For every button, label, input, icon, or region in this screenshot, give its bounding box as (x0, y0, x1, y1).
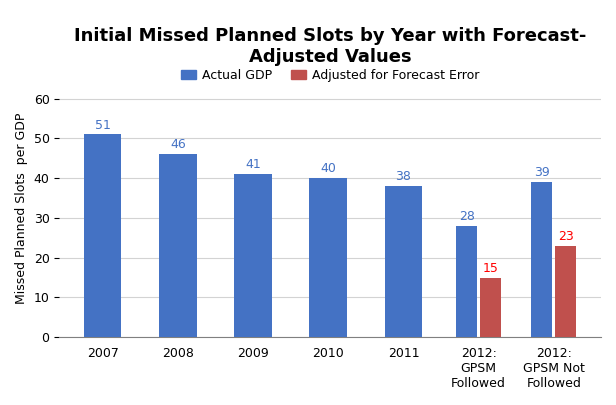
Text: 51: 51 (95, 119, 111, 132)
Text: 46: 46 (170, 139, 186, 151)
Bar (555, 246, 577, 337)
Bar (480, 277, 501, 337)
Legend: Actual GDP, Adjusted for Forecast Error: Actual GDP, Adjusted for Forecast Error (176, 64, 485, 87)
Text: 40: 40 (320, 162, 336, 175)
Text: 41: 41 (245, 158, 261, 171)
Bar (309, 178, 347, 337)
Text: 23: 23 (558, 230, 573, 243)
Bar (234, 174, 272, 337)
Text: 39: 39 (534, 166, 549, 179)
Title: Initial Missed Planned Slots by Year with Forecast-
Adjusted Values: Initial Missed Planned Slots by Year wit… (74, 27, 586, 66)
Y-axis label: Missed Planned Slots  per GDP: Missed Planned Slots per GDP (15, 112, 28, 304)
Text: 28: 28 (459, 210, 474, 223)
Text: 15: 15 (483, 262, 498, 275)
Bar (84, 134, 121, 337)
Bar (159, 154, 197, 337)
Text: 38: 38 (395, 170, 411, 183)
Bar (456, 226, 477, 337)
Bar (531, 182, 553, 337)
Bar (384, 186, 422, 337)
